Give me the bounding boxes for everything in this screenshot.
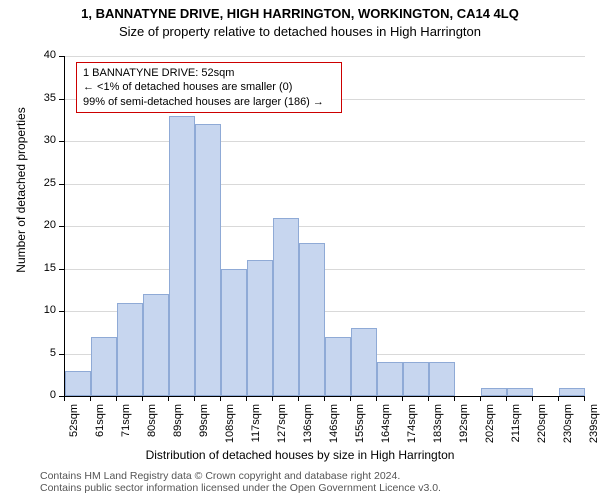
x-tick-label: 108sqm (224, 404, 236, 454)
x-tick-mark (584, 396, 585, 401)
histogram-bar (507, 388, 533, 397)
x-tick-label: 127sqm (276, 404, 288, 454)
x-tick-label: 89sqm (172, 404, 184, 454)
x-tick-mark (194, 396, 195, 401)
histogram-bar (377, 362, 403, 396)
y-tick-label: 25 (32, 177, 56, 189)
y-tick-label: 20 (32, 219, 56, 231)
x-tick-mark (272, 396, 273, 401)
y-tick-label: 10 (32, 304, 56, 316)
y-axis-label: Number of detached properties (14, 40, 28, 340)
histogram-bar (221, 269, 247, 397)
histogram-bar (429, 362, 455, 396)
histogram-bar (169, 116, 195, 397)
histogram-bar (403, 362, 429, 396)
info-box: 1 BANNATYNE DRIVE: 52sqm ← <1% of detach… (76, 62, 342, 113)
x-tick-mark (428, 396, 429, 401)
x-tick-label: 136sqm (302, 404, 314, 454)
x-tick-mark (506, 396, 507, 401)
y-tick-mark (59, 56, 64, 57)
gridline-h (65, 226, 585, 227)
x-tick-mark (90, 396, 91, 401)
x-tick-label: 80sqm (146, 404, 158, 454)
footnote: Contains HM Land Registry data © Crown c… (40, 470, 441, 494)
x-tick-mark (454, 396, 455, 401)
histogram-bar (325, 337, 351, 397)
x-tick-label: 99sqm (198, 404, 210, 454)
x-tick-label: 211sqm (510, 404, 522, 454)
x-tick-label: 174sqm (406, 404, 418, 454)
histogram-bar (117, 303, 143, 397)
x-tick-label: 202sqm (484, 404, 496, 454)
x-tick-label: 220sqm (536, 404, 548, 454)
x-tick-mark (298, 396, 299, 401)
x-tick-label: 230sqm (562, 404, 574, 454)
x-tick-label: 146sqm (328, 404, 340, 454)
y-tick-label: 0 (32, 389, 56, 401)
footnote-line-2: Contains public sector information licen… (40, 482, 441, 494)
histogram-bar (351, 328, 377, 396)
x-tick-label: 155sqm (354, 404, 366, 454)
y-tick-mark (59, 311, 64, 312)
x-tick-mark (168, 396, 169, 401)
histogram-bar (247, 260, 273, 396)
gridline-h (65, 269, 585, 270)
x-tick-label: 164sqm (380, 404, 392, 454)
histogram-bar (559, 388, 585, 397)
histogram-bar (299, 243, 325, 396)
y-tick-label: 5 (32, 347, 56, 359)
y-tick-mark (59, 99, 64, 100)
x-tick-label: 239sqm (588, 404, 600, 454)
gridline-h (65, 141, 585, 142)
y-tick-label: 40 (32, 49, 56, 61)
footnote-line-1: Contains HM Land Registry data © Crown c… (40, 470, 441, 482)
y-tick-mark (59, 141, 64, 142)
y-tick-mark (59, 269, 64, 270)
histogram-bar (195, 124, 221, 396)
info-line-larger: 99% of semi-detached houses are larger (… (83, 95, 335, 109)
gridline-h (65, 184, 585, 185)
y-tick-mark (59, 184, 64, 185)
x-tick-mark (116, 396, 117, 401)
histogram-bar (65, 371, 91, 397)
histogram-bar (91, 337, 117, 397)
chart-canvas: 1, BANNATYNE DRIVE, HIGH HARRINGTON, WOR… (0, 0, 600, 500)
info-line-property: 1 BANNATYNE DRIVE: 52sqm (83, 66, 335, 80)
x-tick-label: 52sqm (68, 404, 80, 454)
gridline-h (65, 56, 585, 57)
x-tick-label: 183sqm (432, 404, 444, 454)
y-tick-mark (59, 226, 64, 227)
x-tick-mark (480, 396, 481, 401)
x-tick-mark (324, 396, 325, 401)
x-tick-label: 71sqm (120, 404, 132, 454)
x-tick-label: 117sqm (250, 404, 262, 454)
y-tick-label: 35 (32, 92, 56, 104)
y-tick-mark (59, 354, 64, 355)
x-tick-mark (558, 396, 559, 401)
y-tick-label: 15 (32, 262, 56, 274)
x-tick-mark (532, 396, 533, 401)
histogram-bar (481, 388, 507, 397)
x-tick-mark (402, 396, 403, 401)
x-tick-mark (376, 396, 377, 401)
x-tick-label: 192sqm (458, 404, 470, 454)
info-line-smaller: ← <1% of detached houses are smaller (0) (83, 80, 335, 94)
x-tick-mark (64, 396, 65, 401)
histogram-bar (143, 294, 169, 396)
x-tick-mark (350, 396, 351, 401)
chart-title-address: 1, BANNATYNE DRIVE, HIGH HARRINGTON, WOR… (0, 6, 600, 21)
histogram-bar (273, 218, 299, 397)
y-tick-label: 30 (32, 134, 56, 146)
x-tick-mark (246, 396, 247, 401)
x-tick-mark (142, 396, 143, 401)
x-tick-mark (220, 396, 221, 401)
chart-subtitle: Size of property relative to detached ho… (0, 24, 600, 39)
x-tick-label: 61sqm (94, 404, 106, 454)
